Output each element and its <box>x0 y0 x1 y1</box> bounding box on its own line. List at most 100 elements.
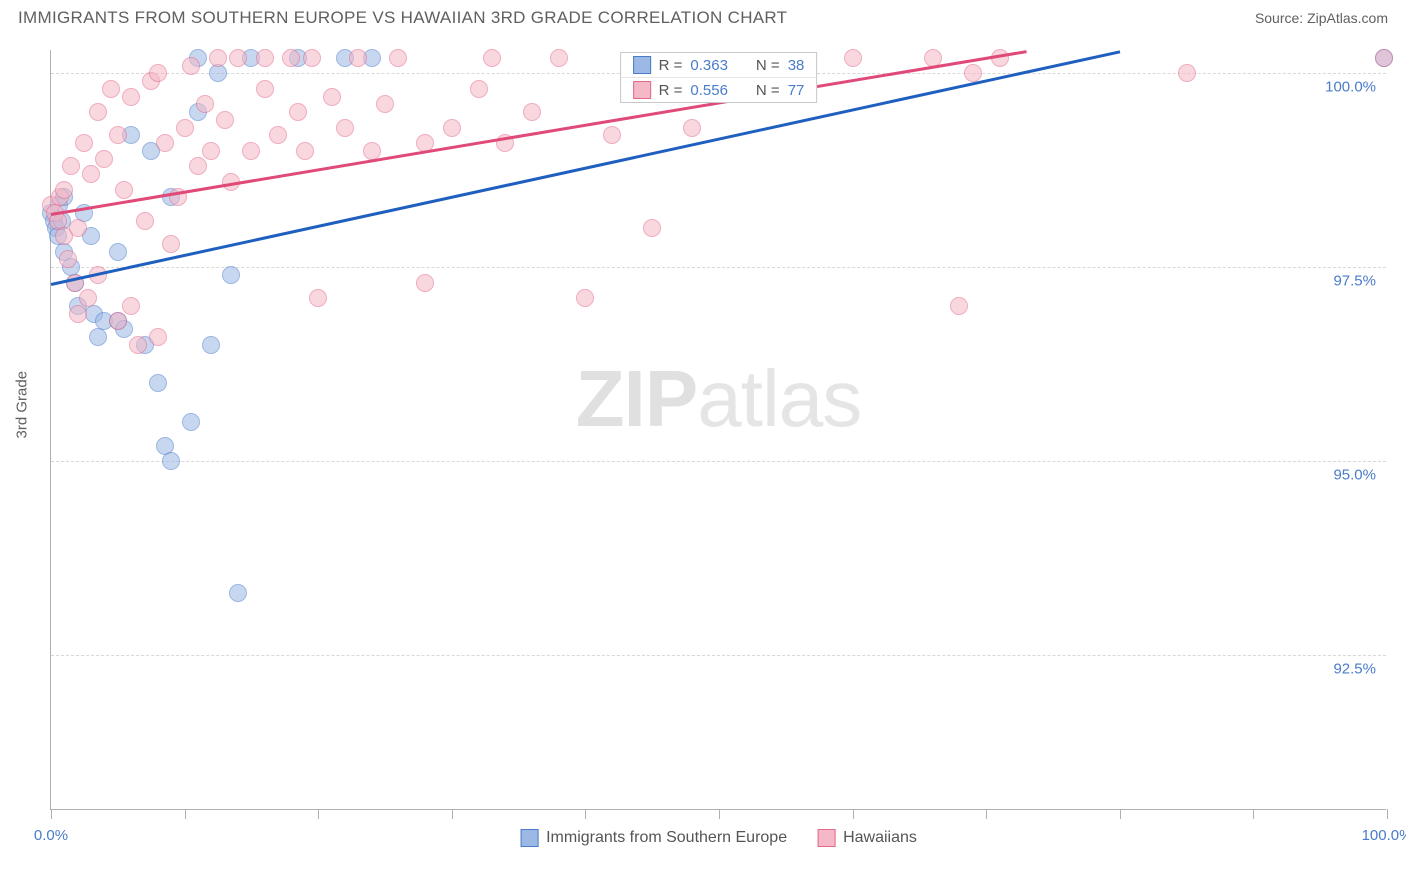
data-point <box>182 413 200 431</box>
legend-item: Hawaiians <box>817 829 917 847</box>
data-point <box>176 119 194 137</box>
x-tick-label: 0.0% <box>34 827 68 844</box>
legend-item: Immigrants from Southern Europe <box>520 829 787 847</box>
data-point <box>69 305 87 323</box>
r-label: R = <box>659 82 683 99</box>
stats-row: R =0.556N =77 <box>621 78 817 102</box>
x-tick <box>1120 809 1121 819</box>
data-point <box>149 374 167 392</box>
data-point <box>229 584 247 602</box>
x-tick <box>853 809 854 819</box>
data-point <box>109 243 127 261</box>
data-point <box>296 142 314 160</box>
x-tick <box>585 809 586 819</box>
y-tick-label: 95.0% <box>1333 467 1376 484</box>
data-point <box>443 119 461 137</box>
data-point <box>182 57 200 75</box>
data-point <box>202 142 220 160</box>
data-point <box>202 336 220 354</box>
data-point <box>643 219 661 237</box>
legend-swatch <box>520 829 538 847</box>
data-point <box>349 49 367 67</box>
stats-legend: R =0.363N =38R =0.556N =77 <box>620 52 818 103</box>
y-axis-title: 3rd Grade <box>14 371 31 439</box>
data-point <box>62 157 80 175</box>
n-label: N = <box>756 82 780 99</box>
trend-line <box>51 50 1120 285</box>
data-point <box>222 266 240 284</box>
legend-swatch <box>633 81 651 99</box>
gridline <box>51 267 1386 268</box>
n-value: 77 <box>788 82 805 99</box>
data-point <box>603 126 621 144</box>
chart-title: IMMIGRANTS FROM SOUTHERN EUROPE VS HAWAI… <box>18 8 787 28</box>
data-point <box>95 150 113 168</box>
data-point <box>483 49 501 67</box>
x-tick <box>1253 809 1254 819</box>
stats-row: R =0.363N =38 <box>621 53 817 78</box>
data-point <box>389 49 407 67</box>
source-label: Source: ZipAtlas.com <box>1255 10 1388 26</box>
data-point <box>75 134 93 152</box>
x-tick <box>318 809 319 819</box>
x-tick <box>719 809 720 819</box>
data-point <box>69 219 87 237</box>
watermark: ZIPatlas <box>576 353 861 445</box>
data-point <box>102 80 120 98</box>
r-value: 0.363 <box>690 57 728 74</box>
data-point <box>256 80 274 98</box>
data-point <box>59 250 77 268</box>
data-point <box>229 49 247 67</box>
x-tick <box>51 809 52 819</box>
x-tick <box>185 809 186 819</box>
data-point <box>683 119 701 137</box>
data-point <box>363 142 381 160</box>
n-value: 38 <box>788 57 805 74</box>
legend-label: Immigrants from Southern Europe <box>546 829 787 847</box>
x-tick <box>1387 809 1388 819</box>
y-tick-label: 97.5% <box>1333 273 1376 290</box>
data-point <box>242 142 260 160</box>
data-point <box>376 95 394 113</box>
data-point <box>303 49 321 67</box>
data-point <box>844 49 862 67</box>
data-point <box>282 49 300 67</box>
data-point <box>323 88 341 106</box>
data-point <box>523 103 541 121</box>
gridline <box>51 655 1386 656</box>
data-point <box>209 64 227 82</box>
data-point <box>269 126 287 144</box>
data-point <box>82 165 100 183</box>
legend-label: Hawaiians <box>843 829 917 847</box>
data-point <box>109 312 127 330</box>
data-point <box>196 95 214 113</box>
data-point <box>470 80 488 98</box>
data-point <box>149 64 167 82</box>
data-point <box>122 88 140 106</box>
data-point <box>416 274 434 292</box>
data-point <box>115 181 133 199</box>
data-point <box>209 49 227 67</box>
gridline <box>51 461 1386 462</box>
x-tick <box>452 809 453 819</box>
x-tick-label: 100.0% <box>1362 827 1406 844</box>
data-point <box>964 64 982 82</box>
data-point <box>109 126 127 144</box>
data-point <box>149 328 167 346</box>
y-tick-label: 100.0% <box>1325 79 1376 96</box>
data-point <box>309 289 327 307</box>
y-tick-label: 92.5% <box>1333 660 1376 677</box>
data-point <box>1178 64 1196 82</box>
data-point <box>162 235 180 253</box>
data-point <box>122 297 140 315</box>
data-point <box>162 452 180 470</box>
data-point <box>550 49 568 67</box>
data-point <box>129 336 147 354</box>
legend-swatch <box>633 56 651 74</box>
data-point <box>336 119 354 137</box>
data-point <box>189 157 207 175</box>
data-point <box>576 289 594 307</box>
data-point <box>289 103 307 121</box>
data-point <box>55 181 73 199</box>
data-point <box>79 289 97 307</box>
